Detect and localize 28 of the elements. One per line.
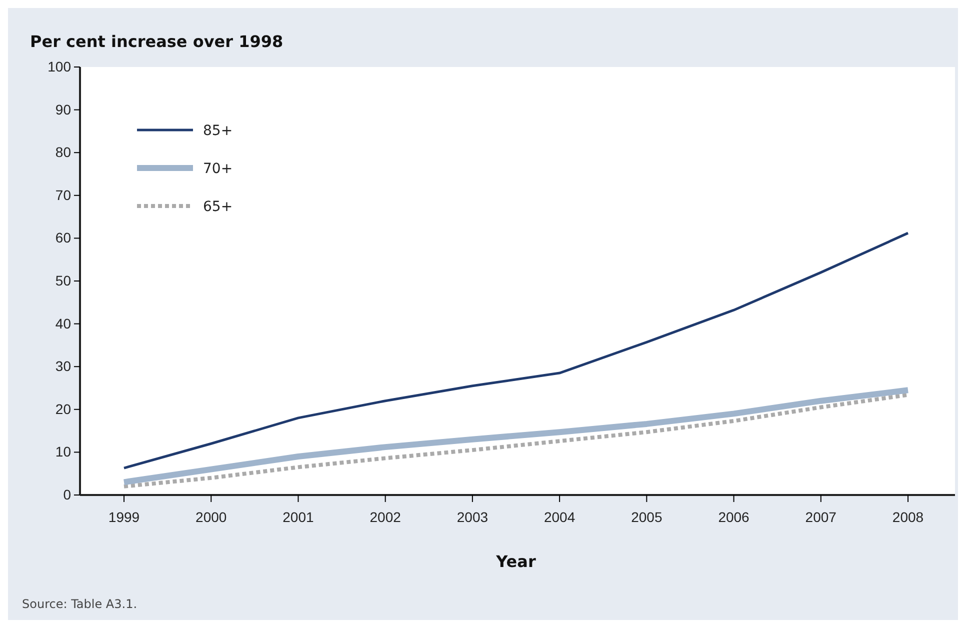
legend-label: 85+	[203, 123, 233, 139]
y-tick-label: 50	[55, 272, 72, 288]
x-tick-label: 2004	[544, 508, 576, 525]
x-tick-label: 2005	[631, 508, 662, 525]
y-tick-label: 10	[55, 444, 72, 460]
legend-label: 65+	[203, 199, 233, 215]
y-tick-label: 20	[55, 400, 72, 417]
x-tick-label: 2001	[282, 508, 314, 525]
y-tick-label: 70	[55, 186, 72, 203]
x-tick-label: 2006	[718, 508, 750, 525]
y-tick-label: 0	[63, 486, 72, 502]
y-tick-label: 60	[55, 230, 72, 246]
x-tick-label: 2000	[196, 508, 227, 525]
x-tick-label: 2007	[805, 508, 837, 525]
x-axis-title: Year	[495, 552, 536, 571]
y-tick-label: 40	[55, 315, 72, 332]
legend-label: 70+	[203, 161, 233, 177]
y-tick-label: 80	[55, 144, 72, 160]
y-tick-label: 30	[55, 358, 72, 374]
x-tick-label: 2003	[456, 508, 488, 525]
x-tick-label: 2008	[892, 508, 924, 525]
y-tick-label: 90	[55, 101, 72, 118]
x-tick-label: 2002	[370, 508, 402, 525]
y-tick-label: 100	[48, 58, 72, 74]
chart-title: Per cent increase over 1998	[30, 32, 284, 51]
x-tick-label: 1999	[108, 508, 140, 525]
line-series	[122, 232, 910, 470]
source-note: Source: Table A3.1.	[22, 597, 138, 611]
